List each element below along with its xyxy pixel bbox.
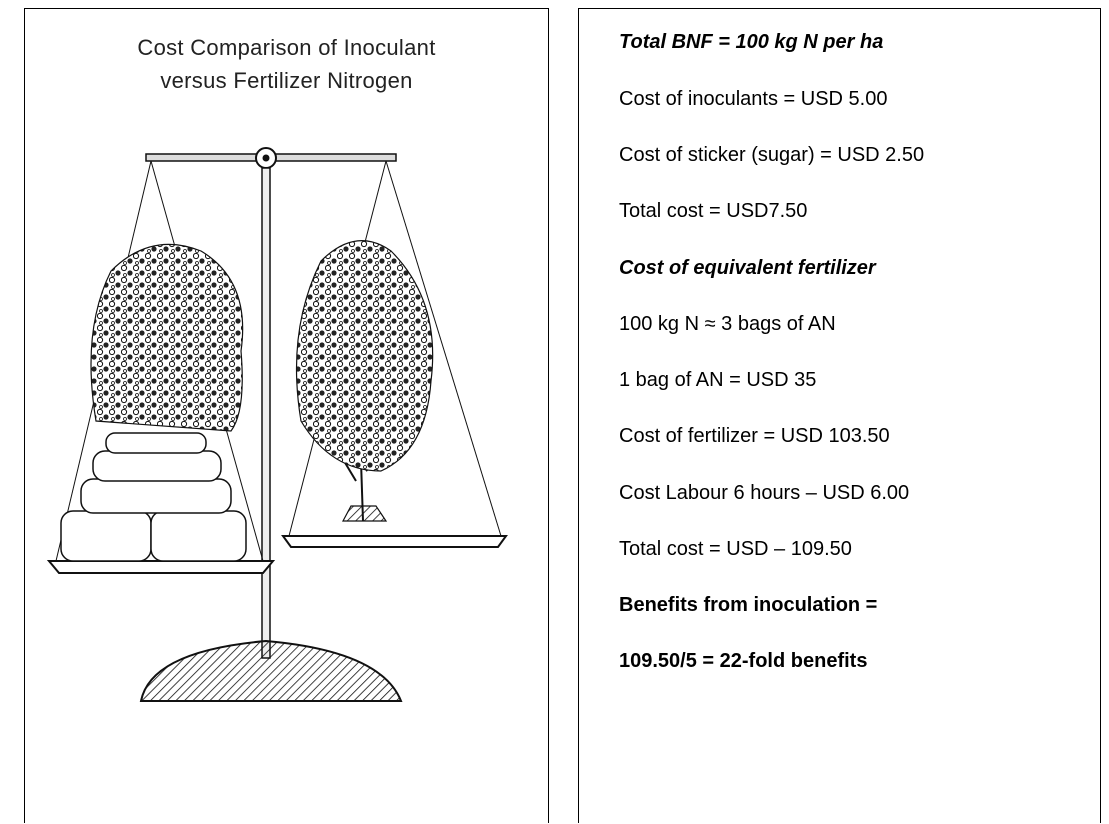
scale-frame [49, 148, 506, 701]
cost-line: Cost of sticker (sugar) = USD 2.50 [619, 144, 924, 167]
cost-line: Total cost = USD7.50 [619, 200, 807, 223]
fertilizer-sacks [61, 433, 246, 561]
plant-left [91, 244, 243, 431]
cost-line: Cost Labour 6 hours – USD 6.00 [619, 482, 909, 505]
cost-line: Benefits from inoculation = [619, 594, 877, 617]
cost-line: 1 bag of AN = USD 35 [619, 369, 816, 392]
cost-line: Cost of inoculants = USD 5.00 [619, 88, 887, 111]
cost-panel: Total BNF = 100 kg N per ha Cost of inoc… [578, 8, 1101, 823]
balance-scale-drawing [25, 9, 548, 824]
cost-line: 100 kg N ≈ 3 bags of AN [619, 313, 836, 336]
plant-right [297, 241, 433, 521]
cost-line: Total cost = USD – 109.50 [619, 538, 852, 561]
page: {"left_panel": {"title_lines": ["Cost Co… [0, 0, 1109, 823]
cost-line: Cost of equivalent fertilizer [619, 257, 876, 280]
illustration-panel: Cost Comparison of Inoculant versus Fert… [24, 8, 549, 823]
cost-line: Cost of fertilizer = USD 103.50 [619, 425, 890, 448]
cost-line: Total BNF = 100 kg N per ha [619, 31, 883, 54]
cost-line: 109.50/5 = 22-fold benefits [619, 650, 867, 673]
